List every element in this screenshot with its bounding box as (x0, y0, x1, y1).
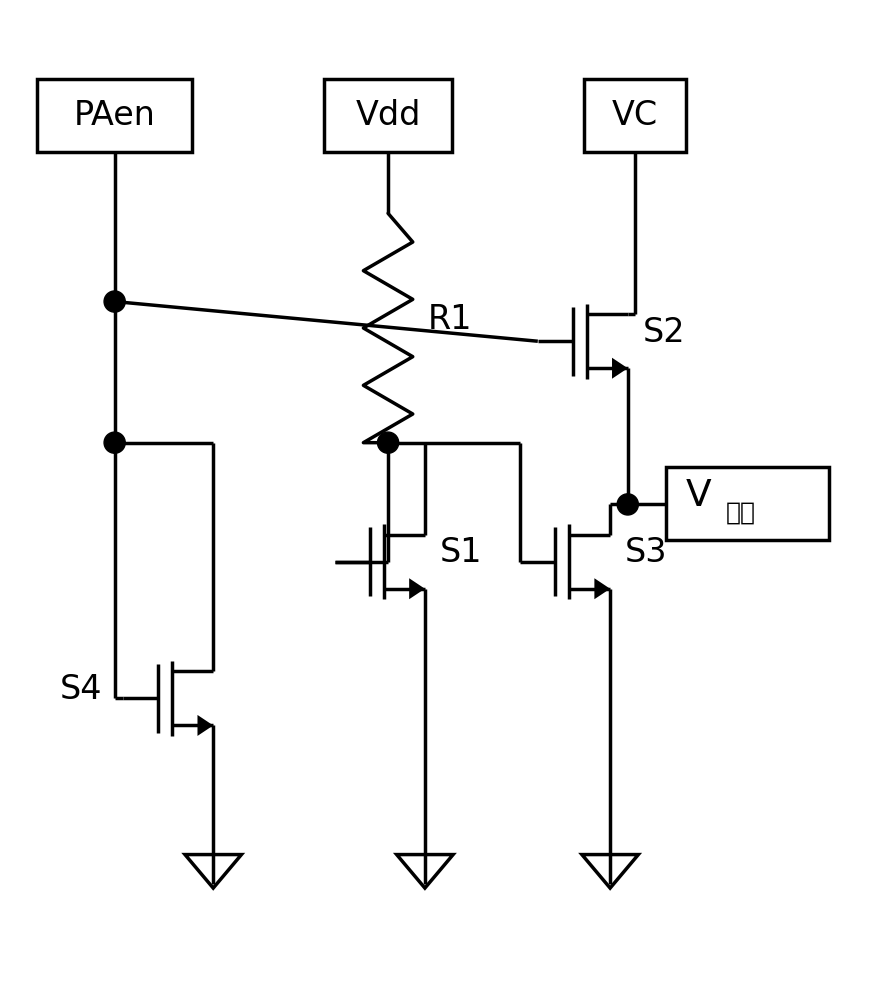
FancyBboxPatch shape (324, 79, 452, 152)
Text: VC: VC (612, 99, 658, 132)
Text: V: V (685, 478, 711, 514)
Polygon shape (612, 358, 628, 379)
FancyBboxPatch shape (38, 79, 191, 152)
Text: Vdd: Vdd (355, 99, 421, 132)
Circle shape (104, 291, 125, 312)
Text: S2: S2 (643, 316, 685, 349)
Text: R1: R1 (428, 303, 472, 336)
FancyBboxPatch shape (666, 467, 829, 540)
Text: S3: S3 (625, 536, 668, 569)
Text: S1: S1 (440, 536, 482, 569)
Polygon shape (594, 578, 610, 599)
Polygon shape (198, 715, 213, 736)
Circle shape (377, 432, 399, 453)
Text: PAen: PAen (74, 99, 155, 132)
Text: 输出: 输出 (726, 500, 756, 524)
Circle shape (617, 494, 639, 515)
Circle shape (104, 432, 125, 453)
Text: S4: S4 (60, 673, 102, 706)
FancyBboxPatch shape (584, 79, 685, 152)
Polygon shape (409, 578, 425, 599)
